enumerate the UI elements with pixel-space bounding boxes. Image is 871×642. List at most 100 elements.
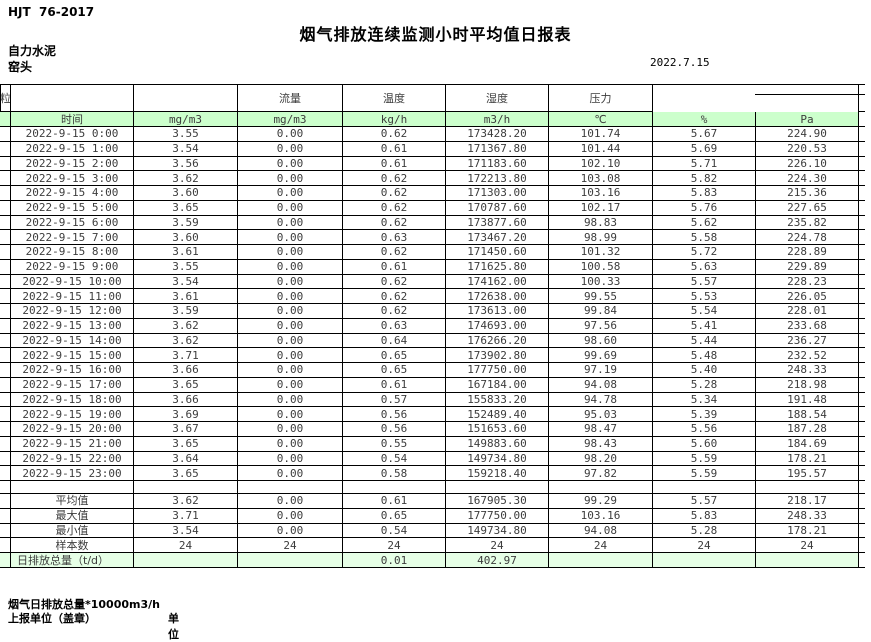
value-cell: 5.59: [652, 451, 755, 467]
value-cell: 0.62: [342, 200, 445, 216]
time-cell: 2022-9-15 21:00: [10, 436, 133, 452]
value-cell: 187.28: [755, 422, 858, 437]
summary-value-cell: 3.54: [133, 523, 237, 539]
right-gutter: [652, 84, 755, 112]
value-cell: 224.78: [755, 230, 858, 245]
value-cell: 0.00: [237, 333, 342, 349]
value-cell: 0.61: [342, 156, 445, 172]
value-cell: 173613.00: [445, 304, 548, 319]
value-cell: 235.82: [755, 215, 858, 231]
right-gutter: [858, 289, 865, 304]
time-cell: 2022-9-15 17:00: [10, 377, 133, 393]
time-cell: 2022-9-15 15:00: [10, 348, 133, 363]
value-cell: 5.83: [652, 186, 755, 201]
total-row: 日排放总量（t/d） 0.01 402.97: [0, 553, 865, 568]
right-gutter: [858, 363, 865, 378]
time-cell: 2022-9-15 12:00: [10, 304, 133, 319]
value-cell: 224.30: [755, 171, 858, 186]
right-gutter: [858, 348, 865, 363]
gutter: [0, 289, 10, 304]
right-gutter: [858, 245, 865, 260]
value-cell: 95.03: [548, 407, 652, 422]
value-cell: 97.19: [548, 363, 652, 378]
right-gutter: [858, 156, 865, 172]
empty-cell: [237, 481, 342, 494]
value-cell: 174693.00: [445, 318, 548, 334]
gutter: [755, 95, 858, 112]
right-gutter: [858, 215, 865, 231]
value-cell: 0.61: [342, 259, 445, 275]
value-cell: 100.58: [548, 259, 652, 275]
value-cell: 226.05: [755, 289, 858, 304]
summary-value-cell: 99.29: [548, 494, 652, 509]
value-cell: 0.00: [237, 348, 342, 363]
value-cell: 3.62: [133, 171, 237, 186]
time-cell: 2022-9-15 8:00: [10, 245, 133, 260]
value-cell: 5.69: [652, 141, 755, 157]
value-cell: 0.55: [342, 436, 445, 452]
value-cell: 228.89: [755, 245, 858, 260]
value-cell: 171625.80: [445, 259, 548, 275]
value-cell: 0.00: [237, 363, 342, 378]
value-cell: 0.56: [342, 422, 445, 437]
summary-value-cell: 0.54: [342, 523, 445, 539]
time-cell: 2022-9-15 1:00: [10, 141, 133, 157]
value-cell: 0.65: [342, 363, 445, 378]
value-cell: 5.60: [652, 436, 755, 452]
data-row: 2022-9-15 23:00 3.65 0.00 0.58 159218.40 97.8…: [0, 466, 865, 481]
gutter: [0, 112, 10, 127]
group-header-cell: [10, 84, 133, 112]
gutter: [0, 171, 10, 186]
value-cell: 94.08: [548, 377, 652, 393]
data-row: 2022-9-15 2:00 3.56 0.00 0.61 171183.60 102.1…: [0, 156, 865, 172]
summary-row: 最大值 3.71 0.00 0.65 177750.00 103.16 5.83 248.33: [0, 508, 865, 524]
value-cell: 227.65: [755, 200, 858, 216]
gutter: [0, 201, 10, 216]
value-cell: 3.62: [133, 333, 237, 349]
gutter: [0, 348, 10, 363]
report-date: 2022.7.15: [650, 56, 710, 69]
value-cell: 102.17: [548, 200, 652, 216]
value-cell: 229.89: [755, 259, 858, 275]
total-value-cell: 0.01: [342, 553, 445, 568]
value-cell: 5.58: [652, 230, 755, 245]
gutter: [0, 393, 10, 408]
value-cell: 3.56: [133, 156, 237, 172]
value-cell: 5.48: [652, 348, 755, 363]
summary-value-cell: 5.28: [652, 523, 755, 539]
value-cell: 5.71: [652, 156, 755, 172]
value-cell: 220.53: [755, 141, 858, 157]
time-cell: 2022-9-15 3:00: [10, 171, 133, 186]
time-cell: 2022-9-15 22:00: [10, 451, 133, 467]
total-value-cell: [548, 553, 652, 568]
value-cell: 99.84: [548, 304, 652, 319]
value-cell: 228.23: [755, 274, 858, 290]
value-cell: 98.20: [548, 451, 652, 467]
value-cell: 172638.00: [445, 289, 548, 304]
gutter: [0, 319, 10, 334]
time-cell: 2022-9-15 9:00: [10, 259, 133, 275]
report-table: 颗粒物流量温度湿度压力时间mg/m3mg/m3kg/hm3/h℃%Pa2022-…: [0, 84, 865, 568]
summary-value-cell: 24: [548, 538, 652, 553]
value-cell: 0.61: [342, 377, 445, 393]
value-cell: 173428.20: [445, 127, 548, 142]
value-cell: 3.64: [133, 451, 237, 467]
value-cell: 3.65: [133, 200, 237, 216]
summary-value-cell: 5.57: [652, 494, 755, 509]
data-row: 2022-9-15 0:00 3.55 0.00 0.62 173428.20 101.7…: [0, 127, 865, 142]
time-cell: 2022-9-15 19:00: [10, 407, 133, 422]
data-row: 2022-9-15 14:00 3.62 0.00 0.64 176266.20 98.6…: [0, 333, 865, 349]
value-cell: 5.40: [652, 363, 755, 378]
right-gutter: [858, 200, 865, 216]
value-cell: 0.62: [342, 245, 445, 260]
value-cell: 5.76: [652, 200, 755, 216]
value-cell: 159218.40: [445, 466, 548, 481]
time-cell: 2022-9-15 16:00: [10, 363, 133, 378]
gutter: [0, 304, 10, 319]
value-cell: 228.01: [755, 304, 858, 319]
gutter: [0, 230, 10, 245]
value-cell: 0.62: [342, 171, 445, 186]
value-cell: 102.10: [548, 156, 652, 172]
value-cell: 171183.60: [445, 156, 548, 172]
value-cell: 5.62: [652, 215, 755, 231]
